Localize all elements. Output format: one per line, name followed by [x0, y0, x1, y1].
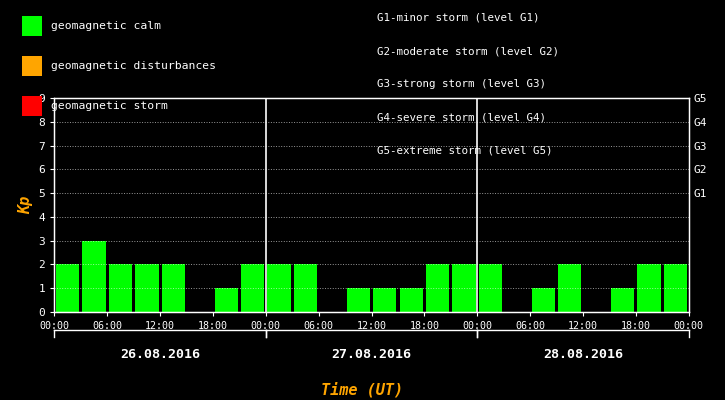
Bar	[215, 288, 238, 312]
Text: G3-strong storm (level G3): G3-strong storm (level G3)	[377, 80, 546, 90]
Text: 26.08.2016: 26.08.2016	[120, 348, 200, 360]
Bar	[452, 264, 476, 312]
Bar	[479, 264, 502, 312]
Bar	[558, 264, 581, 312]
Text: 27.08.2016: 27.08.2016	[331, 348, 412, 360]
Bar	[373, 288, 397, 312]
Text: G5-extreme storm (level G5): G5-extreme storm (level G5)	[377, 146, 552, 156]
Bar	[241, 264, 264, 312]
Bar	[136, 264, 159, 312]
Bar	[268, 264, 291, 312]
Bar	[109, 264, 132, 312]
Text: geomagnetic calm: geomagnetic calm	[51, 21, 161, 31]
Bar	[56, 264, 79, 312]
Text: geomagnetic disturbances: geomagnetic disturbances	[51, 61, 216, 71]
Bar	[162, 264, 185, 312]
Bar	[399, 288, 423, 312]
Bar	[664, 264, 687, 312]
Text: geomagnetic storm: geomagnetic storm	[51, 101, 167, 111]
Bar	[531, 288, 555, 312]
Text: 28.08.2016: 28.08.2016	[543, 348, 623, 360]
Bar	[637, 264, 660, 312]
Bar	[347, 288, 370, 312]
Bar	[83, 241, 106, 312]
Text: G2-moderate storm (level G2): G2-moderate storm (level G2)	[377, 46, 559, 56]
Bar	[294, 264, 317, 312]
Text: Time (UT): Time (UT)	[321, 382, 404, 398]
Text: G1-minor storm (level G1): G1-minor storm (level G1)	[377, 13, 539, 23]
Text: G4-severe storm (level G4): G4-severe storm (level G4)	[377, 113, 546, 122]
Bar	[611, 288, 634, 312]
Bar	[426, 264, 450, 312]
Y-axis label: Kp: Kp	[18, 196, 33, 214]
